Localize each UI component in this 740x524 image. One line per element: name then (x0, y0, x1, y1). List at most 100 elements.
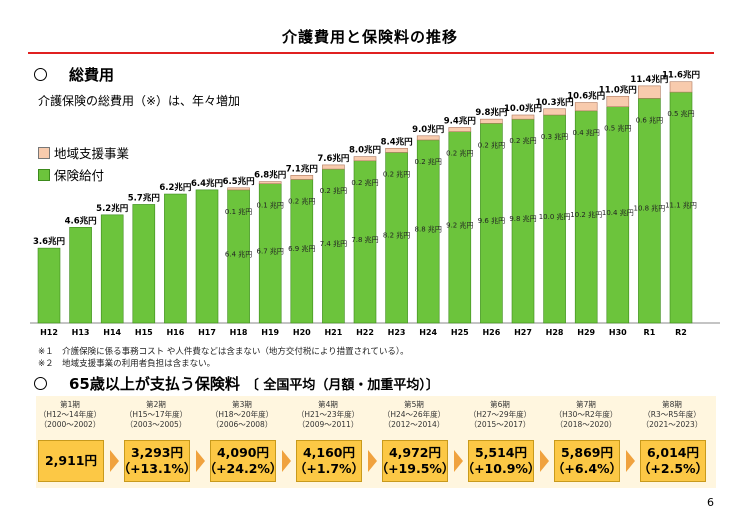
period-line: （H27～29年度） (468, 410, 532, 419)
bar-insurance-benefit (100, 214, 124, 324)
premium-box: 4,090円 （+24.2%） (204, 440, 282, 482)
bar-regional-support (290, 175, 314, 180)
x-tick-label: H12 (40, 328, 58, 337)
regional-value-label: 0.5 兆円 (604, 124, 631, 133)
premium-period-label: 第3期 （H18～20年度） （2006～2008） (197, 400, 287, 430)
regional-value-label: 0.2 兆円 (383, 169, 410, 178)
bar-total-label: 6.2兆円 (159, 182, 191, 193)
premium-period-label: 第5期 （H24～26年度） （2012～2014） (369, 400, 459, 430)
bar-total-label: 8.0兆円 (349, 145, 381, 156)
premium-amount: 4,090円 (216, 445, 270, 460)
period-line: 第3期 (232, 400, 252, 409)
legend-label: 保険給付 (54, 168, 105, 183)
x-tick-label: H19 (261, 328, 279, 337)
arrow-right-icon (540, 450, 549, 472)
x-tick-label: H23 (388, 328, 406, 337)
arrow-right-icon (110, 450, 119, 472)
section2-note: 〔 全国平均（月額・加重平均）〕 (245, 378, 439, 393)
benefit-value-label: 7.4 兆円 (320, 239, 347, 248)
bar-insurance-benefit (195, 189, 219, 324)
premium-period-label: 第8期 （R3～R5年度） （2021～2023） (627, 400, 717, 430)
section1-subtitle: 介護保険の総費用（※）は、年々増加 (38, 94, 241, 108)
bar-regional-support (353, 156, 377, 162)
period-line: （2000～2002） (39, 420, 101, 429)
regional-value-label: 0.1 兆円 (257, 201, 284, 210)
benefit-value-label: 9.8 兆円 (509, 214, 536, 223)
bar-total-label: 6.8兆円 (254, 170, 286, 181)
benefit-value-label: 10.2 兆円 (570, 210, 602, 219)
period-line: （H15～17年度） (124, 410, 188, 419)
bar-regional-support (638, 85, 661, 99)
x-tick-label: H30 (609, 328, 627, 337)
bar-total-label: 9.4兆円 (444, 115, 476, 126)
premium-amount: 2,911円 (44, 453, 98, 468)
x-tick-label: H17 (198, 328, 216, 337)
regional-value-label: 0.2 兆円 (320, 186, 347, 195)
legend-label: 地域支援事業 (54, 146, 130, 161)
period-line: 第1期 (60, 400, 80, 409)
regional-value-label: 0.4 兆円 (573, 128, 600, 137)
bar-regional-support (511, 114, 535, 120)
regional-value-label: 0.6 兆円 (636, 115, 663, 124)
bar-total-label: 3.6兆円 (33, 236, 65, 247)
section1-title: 総費用 (69, 66, 115, 84)
benefit-value-label: 9.2 兆円 (446, 220, 473, 229)
premium-box: 3,293円 （+13.1%） (118, 440, 196, 482)
bar-insurance-benefit (132, 204, 156, 324)
period-line: 第7期 (576, 400, 596, 409)
period-line: （2018～2020） (555, 420, 617, 429)
benefit-value-label: 10.4 兆円 (602, 208, 634, 217)
arrow-right-icon (626, 450, 635, 472)
premium-amount: 3,293円 (130, 445, 184, 460)
regional-value-label: 0.2 兆円 (415, 157, 442, 166)
section-heading-premiums: 65歳以上が支払う保険料〔 全国平均（月額・加重平均）〕 (34, 373, 439, 394)
premium-period-label: 第2期 （H15～17年度） （2003～2005） (111, 400, 201, 430)
bar-regional-support (574, 102, 598, 112)
period-line: 第6期 (490, 400, 510, 409)
legend-item-regional-support: 地域支援事業 (38, 143, 129, 162)
period-line: （2012～2014） (383, 420, 445, 429)
premium-box: 4,972円 （+19.5%） (376, 440, 454, 482)
period-line: （2006～2008） (211, 420, 273, 429)
x-tick-label: H18 (230, 328, 248, 337)
benefit-value-label: 6.9 兆円 (288, 244, 315, 253)
premium-box: 6,014円 （+2.5%） (638, 440, 708, 482)
bar-total-label: 11.0兆円 (599, 84, 637, 95)
x-tick-label: H28 (546, 328, 564, 337)
premium-box: 2,911円 (38, 440, 104, 482)
premium-period-label: 第1期 （H12～14年度） （2000～2002） (25, 400, 115, 430)
regional-value-label: 0.2 兆円 (509, 136, 536, 145)
period-line: 第4期 (318, 400, 338, 409)
x-tick-label: H16 (166, 328, 184, 337)
arrow-right-icon (368, 450, 377, 472)
regional-value-label: 0.2 兆円 (478, 140, 505, 149)
page-title: 介護費用と保険料の推移 (281, 28, 458, 46)
x-tick-label: H27 (514, 328, 532, 337)
premium-amount: 4,160円 (302, 445, 356, 460)
premium-period-label: 第6期 （H27～29年度） （2015～2017） (455, 400, 545, 430)
regional-value-label: 0.2 兆円 (288, 196, 315, 205)
bar-regional-support (543, 108, 566, 116)
arrow-right-icon (196, 450, 205, 472)
bar-regional-support (227, 187, 250, 191)
bar-total-label: 10.0兆円 (504, 103, 542, 114)
x-tick-label: H14 (103, 328, 121, 337)
bar-total-label: 4.6兆円 (65, 215, 97, 226)
premium-change: （+13.1%） (117, 461, 197, 476)
bar-total-label: 6.4兆円 (191, 178, 223, 189)
bar-total-label: 8.4兆円 (381, 136, 413, 147)
benefit-value-label: 7.8 兆円 (351, 235, 378, 244)
bar-regional-support (322, 164, 345, 170)
bar-total-label: 10.3兆円 (536, 97, 574, 108)
bar-regional-support (385, 147, 408, 153)
bar-regional-support (416, 135, 440, 141)
premium-period-label: 第7期 （H30～R2年度） （2018～2020） (541, 400, 631, 430)
premium-change: （+24.2%） (203, 461, 283, 476)
section-heading-total-cost: 総費用 (34, 64, 114, 85)
legend-item-insurance-benefits: 保険給付 (38, 165, 104, 184)
period-line: 第8期 (662, 400, 682, 409)
x-tick-label: H20 (293, 328, 311, 337)
premium-amount: 6,014円 (646, 445, 700, 460)
period-line: （H12～14年度） (38, 410, 102, 419)
legend-swatch-icon (38, 146, 50, 159)
